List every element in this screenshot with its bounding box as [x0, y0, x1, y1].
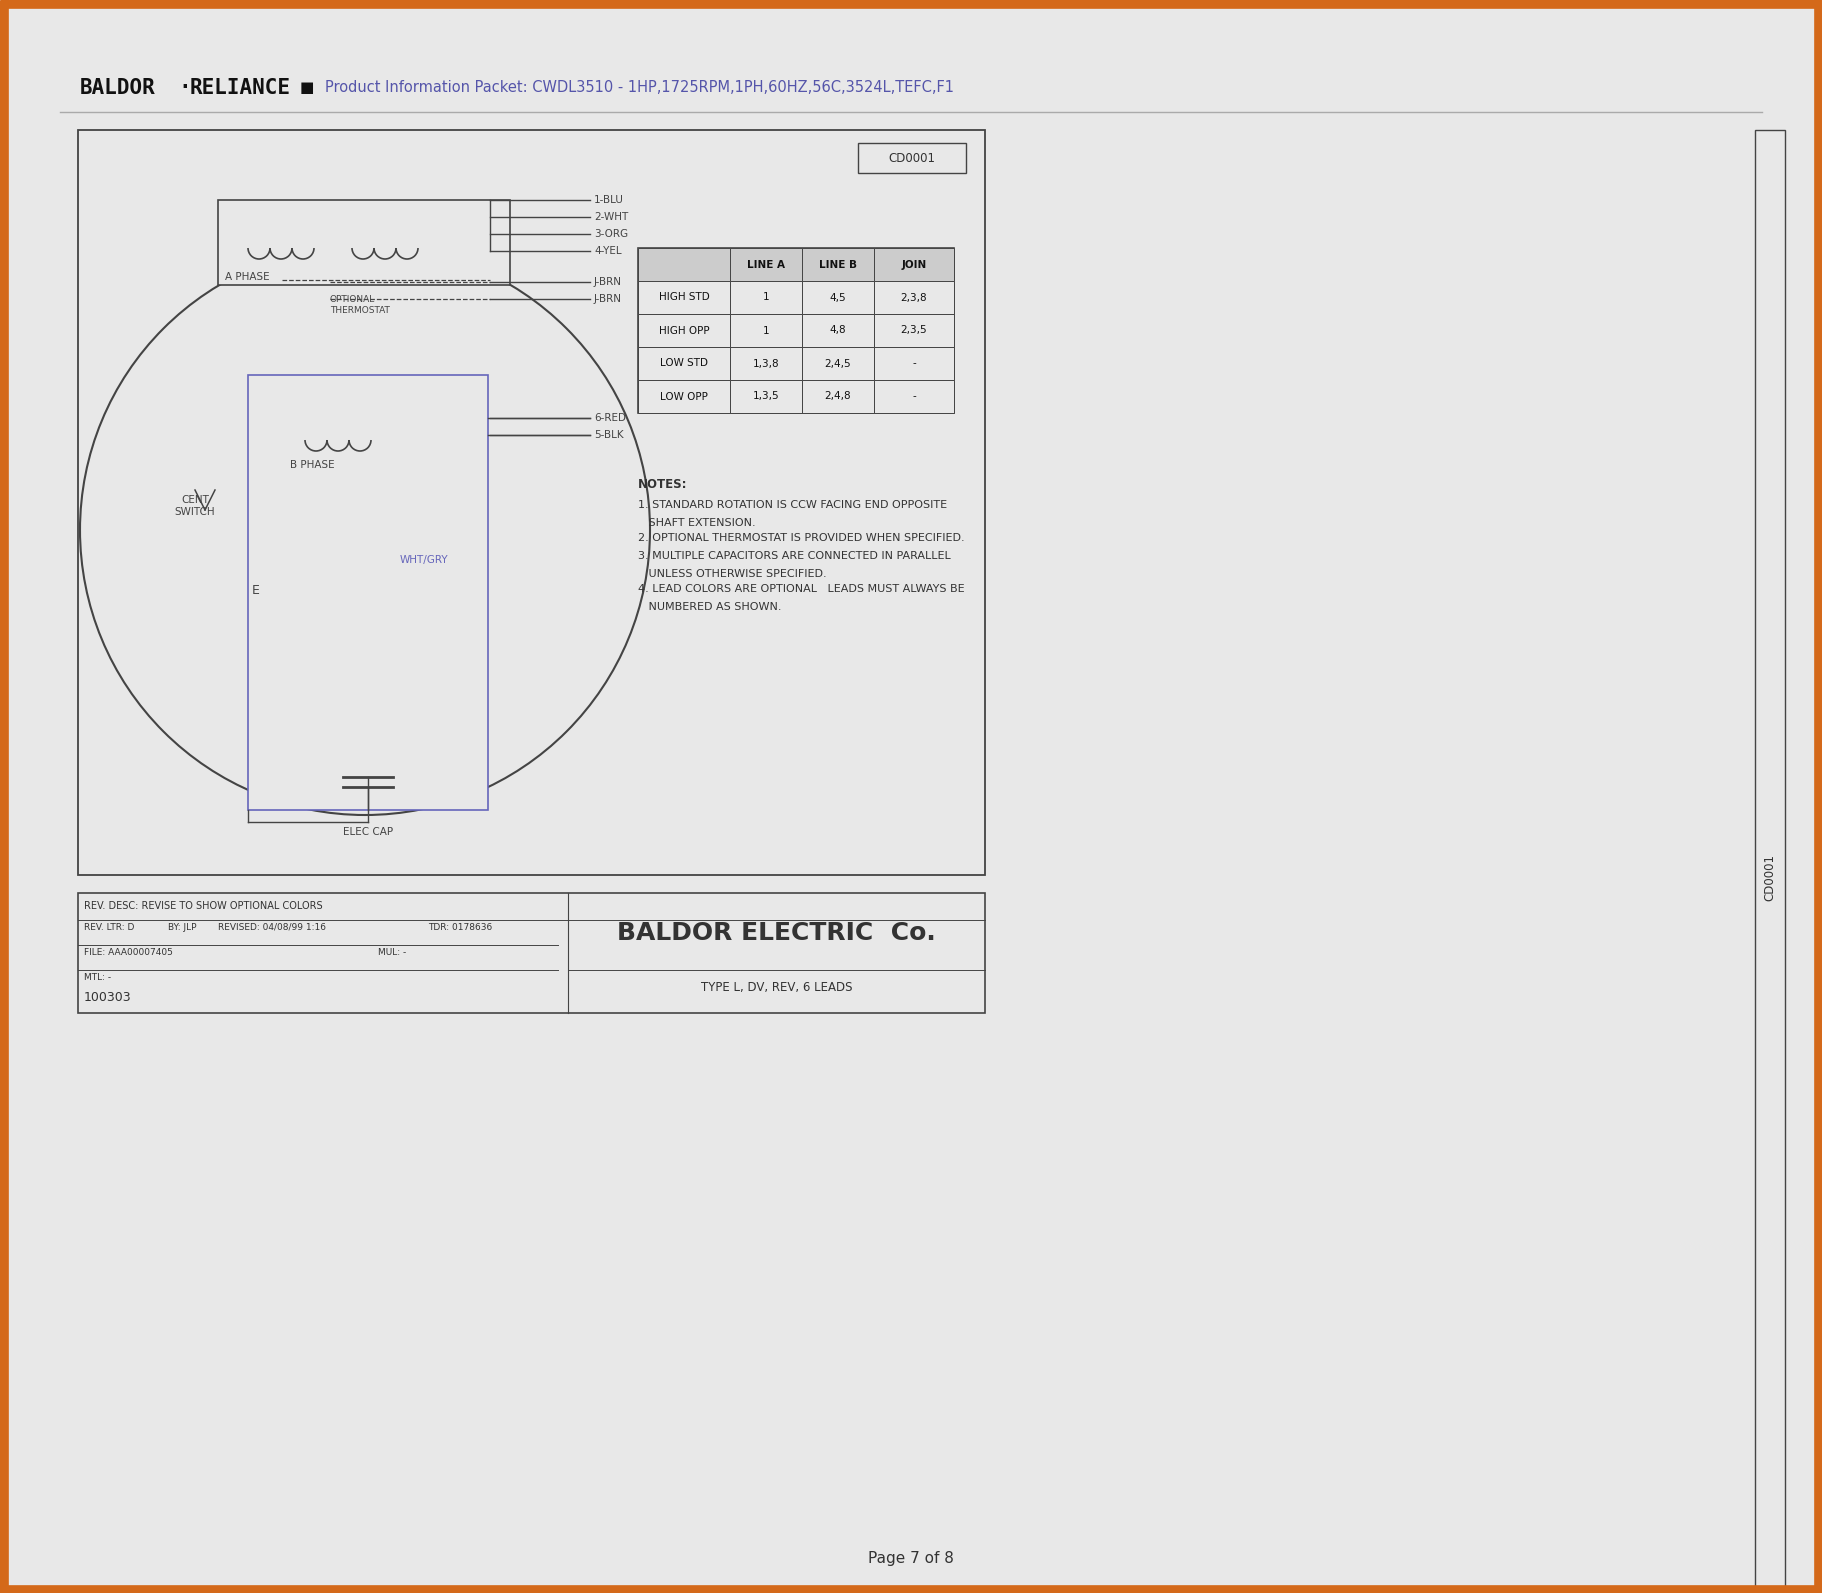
Bar — [875, 347, 955, 381]
Text: A PHASE: A PHASE — [224, 272, 270, 282]
Bar — [78, 131, 986, 875]
Bar — [875, 314, 955, 347]
Bar — [875, 381, 955, 413]
Text: BALDOR ELECTRIC  Co.: BALDOR ELECTRIC Co. — [618, 921, 937, 945]
Text: HIGH STD: HIGH STD — [658, 293, 709, 303]
Bar — [638, 249, 731, 280]
Text: J-BRN: J-BRN — [594, 295, 621, 304]
Bar — [638, 280, 731, 314]
Bar — [248, 374, 488, 809]
Text: 1,3,8: 1,3,8 — [752, 358, 780, 368]
Text: NOTES:: NOTES: — [638, 478, 687, 491]
Text: B PHASE: B PHASE — [290, 460, 335, 470]
Bar — [638, 381, 731, 413]
Text: -: - — [913, 392, 916, 401]
Bar — [219, 201, 510, 285]
Text: JOIN: JOIN — [902, 260, 927, 269]
Text: OPTIONAL
THERMOSTAT: OPTIONAL THERMOSTAT — [330, 295, 390, 315]
Bar — [802, 314, 875, 347]
Bar — [802, 347, 875, 381]
Text: TYPE L, DV, REV, 6 LEADS: TYPE L, DV, REV, 6 LEADS — [701, 981, 853, 994]
Text: 6-RED: 6-RED — [594, 413, 627, 424]
Text: 2,3,8: 2,3,8 — [900, 293, 927, 303]
Bar — [731, 280, 802, 314]
Text: MUL: -: MUL: - — [377, 948, 406, 957]
Bar — [802, 381, 875, 413]
Text: 4,5: 4,5 — [829, 293, 845, 303]
Text: UNLESS OTHERWISE SPECIFIED.: UNLESS OTHERWISE SPECIFIED. — [638, 569, 827, 578]
Bar — [731, 314, 802, 347]
Text: 2,3,5: 2,3,5 — [900, 325, 927, 336]
Text: E: E — [251, 583, 261, 596]
Text: 3-ORG: 3-ORG — [594, 229, 629, 239]
Text: 3. MULTIPLE CAPACITORS ARE CONNECTED IN PARALLEL: 3. MULTIPLE CAPACITORS ARE CONNECTED IN … — [638, 551, 951, 561]
Text: CD0001: CD0001 — [889, 151, 935, 164]
Bar — [78, 894, 986, 1013]
Text: 100303: 100303 — [84, 991, 131, 1004]
Bar — [1755, 131, 1786, 1593]
Bar — [638, 347, 731, 381]
Bar — [638, 314, 731, 347]
Text: 2,4,8: 2,4,8 — [825, 392, 851, 401]
Text: NUMBERED AS SHOWN.: NUMBERED AS SHOWN. — [638, 602, 782, 612]
Text: RELIANCE: RELIANCE — [189, 78, 292, 99]
Bar — [802, 249, 875, 280]
Text: MTL: -: MTL: - — [84, 973, 111, 981]
Text: 2,4,5: 2,4,5 — [825, 358, 851, 368]
Circle shape — [80, 245, 650, 816]
Bar — [875, 280, 955, 314]
Text: REV. DESC: REVISE TO SHOW OPTIONAL COLORS: REV. DESC: REVISE TO SHOW OPTIONAL COLOR… — [84, 902, 322, 911]
Text: SHAFT EXTENSION.: SHAFT EXTENSION. — [638, 518, 756, 527]
Text: FILE: AAA00007405: FILE: AAA00007405 — [84, 948, 173, 957]
Text: LOW STD: LOW STD — [660, 358, 709, 368]
Text: ELEC CAP: ELEC CAP — [343, 827, 394, 836]
Text: HIGH OPP: HIGH OPP — [660, 325, 709, 336]
Text: Page 7 of 8: Page 7 of 8 — [867, 1550, 955, 1566]
Bar — [731, 249, 802, 280]
Text: LINE A: LINE A — [747, 260, 785, 269]
Text: 2. OPTIONAL THERMOSTAT IS PROVIDED WHEN SPECIFIED.: 2. OPTIONAL THERMOSTAT IS PROVIDED WHEN … — [638, 534, 964, 543]
Bar — [858, 143, 966, 174]
Text: LINE B: LINE B — [820, 260, 856, 269]
Bar — [638, 249, 955, 413]
Text: 1-BLU: 1-BLU — [594, 194, 623, 205]
Text: BALDOR: BALDOR — [80, 78, 155, 99]
Text: 4,8: 4,8 — [829, 325, 845, 336]
Text: 1,3,5: 1,3,5 — [752, 392, 780, 401]
Text: J-BRN: J-BRN — [594, 277, 621, 287]
Text: CENT
SWITCH: CENT SWITCH — [175, 495, 215, 516]
Text: LOW OPP: LOW OPP — [660, 392, 709, 401]
Text: Product Information Packet: CWDL3510 - 1HP,1725RPM,1PH,60HZ,56C,3524L,TEFC,F1: Product Information Packet: CWDL3510 - 1… — [324, 81, 955, 96]
Text: 1: 1 — [763, 325, 769, 336]
Text: ■: ■ — [301, 81, 315, 96]
Text: REV. LTR: D: REV. LTR: D — [84, 922, 135, 932]
Text: 5-BLK: 5-BLK — [594, 430, 623, 440]
Text: 1: 1 — [763, 293, 769, 303]
Bar — [802, 280, 875, 314]
Text: 4-YEL: 4-YEL — [594, 245, 621, 256]
Text: BY: JLP: BY: JLP — [168, 922, 197, 932]
Text: ·: · — [179, 78, 191, 99]
Bar — [875, 249, 955, 280]
Text: CD0001: CD0001 — [1764, 854, 1776, 902]
Text: 2-WHT: 2-WHT — [594, 212, 629, 221]
Text: REVISED: 04/08/99 1:16: REVISED: 04/08/99 1:16 — [219, 922, 326, 932]
Text: -: - — [913, 358, 916, 368]
Text: WHT/GRY: WHT/GRY — [401, 554, 448, 566]
Bar — [731, 347, 802, 381]
Text: TDR: 0178636: TDR: 0178636 — [428, 922, 492, 932]
Text: 1. STANDARD ROTATION IS CCW FACING END OPPOSITE: 1. STANDARD ROTATION IS CCW FACING END O… — [638, 500, 947, 510]
Bar — [731, 381, 802, 413]
Text: 4. LEAD COLORS ARE OPTIONAL   LEADS MUST ALWAYS BE: 4. LEAD COLORS ARE OPTIONAL LEADS MUST A… — [638, 585, 964, 594]
